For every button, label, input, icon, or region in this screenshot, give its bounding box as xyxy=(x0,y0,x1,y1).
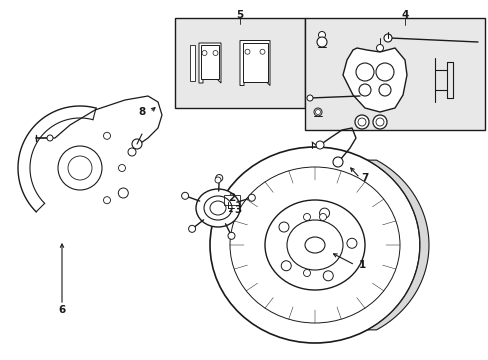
Circle shape xyxy=(118,188,128,198)
Circle shape xyxy=(357,118,365,126)
Circle shape xyxy=(315,109,320,114)
Circle shape xyxy=(181,192,188,199)
Circle shape xyxy=(248,194,255,201)
Circle shape xyxy=(132,139,142,149)
Circle shape xyxy=(227,232,235,239)
Bar xyxy=(305,18,484,130)
Polygon shape xyxy=(367,160,428,330)
Circle shape xyxy=(318,32,325,39)
Ellipse shape xyxy=(264,200,364,290)
Circle shape xyxy=(332,157,342,167)
Circle shape xyxy=(118,165,125,171)
Ellipse shape xyxy=(196,189,240,227)
Circle shape xyxy=(103,197,110,204)
Circle shape xyxy=(260,49,264,54)
Circle shape xyxy=(354,115,368,129)
Circle shape xyxy=(47,135,53,141)
Circle shape xyxy=(375,63,393,81)
Polygon shape xyxy=(199,43,221,83)
Ellipse shape xyxy=(209,147,419,343)
Ellipse shape xyxy=(203,196,231,220)
Circle shape xyxy=(202,50,206,55)
Circle shape xyxy=(303,270,310,276)
Circle shape xyxy=(215,177,221,183)
Circle shape xyxy=(213,50,218,55)
Circle shape xyxy=(323,271,333,281)
Polygon shape xyxy=(18,106,96,212)
Polygon shape xyxy=(201,45,219,79)
Text: 7: 7 xyxy=(361,173,368,183)
Circle shape xyxy=(215,175,223,181)
Circle shape xyxy=(378,84,390,96)
Circle shape xyxy=(346,238,356,248)
Circle shape xyxy=(58,146,102,190)
Ellipse shape xyxy=(229,167,399,323)
Circle shape xyxy=(358,84,370,96)
Circle shape xyxy=(303,213,310,220)
Text: 3: 3 xyxy=(234,205,241,215)
Circle shape xyxy=(278,222,288,232)
Circle shape xyxy=(376,45,383,51)
Circle shape xyxy=(68,156,92,180)
Circle shape xyxy=(372,115,386,129)
Text: 2: 2 xyxy=(228,193,235,203)
Circle shape xyxy=(319,208,329,218)
Circle shape xyxy=(128,148,136,156)
Circle shape xyxy=(281,261,291,271)
Circle shape xyxy=(315,141,324,149)
Ellipse shape xyxy=(305,237,325,253)
Circle shape xyxy=(313,108,321,116)
Circle shape xyxy=(103,132,110,139)
Text: 4: 4 xyxy=(401,10,408,20)
Text: 5: 5 xyxy=(236,10,243,20)
Circle shape xyxy=(316,37,326,47)
Circle shape xyxy=(355,63,373,81)
Bar xyxy=(175,18,305,108)
Circle shape xyxy=(188,225,195,232)
Circle shape xyxy=(306,95,312,101)
Circle shape xyxy=(244,49,249,54)
Polygon shape xyxy=(240,41,269,86)
Text: 6: 6 xyxy=(58,305,65,315)
Polygon shape xyxy=(342,48,406,112)
Circle shape xyxy=(383,34,391,42)
Circle shape xyxy=(375,118,383,126)
Bar xyxy=(224,195,240,205)
Ellipse shape xyxy=(286,220,342,270)
Polygon shape xyxy=(242,42,267,81)
Ellipse shape xyxy=(209,201,225,215)
Text: 8: 8 xyxy=(138,107,145,117)
Circle shape xyxy=(319,213,326,220)
Text: 1: 1 xyxy=(358,260,365,270)
Polygon shape xyxy=(190,45,195,81)
